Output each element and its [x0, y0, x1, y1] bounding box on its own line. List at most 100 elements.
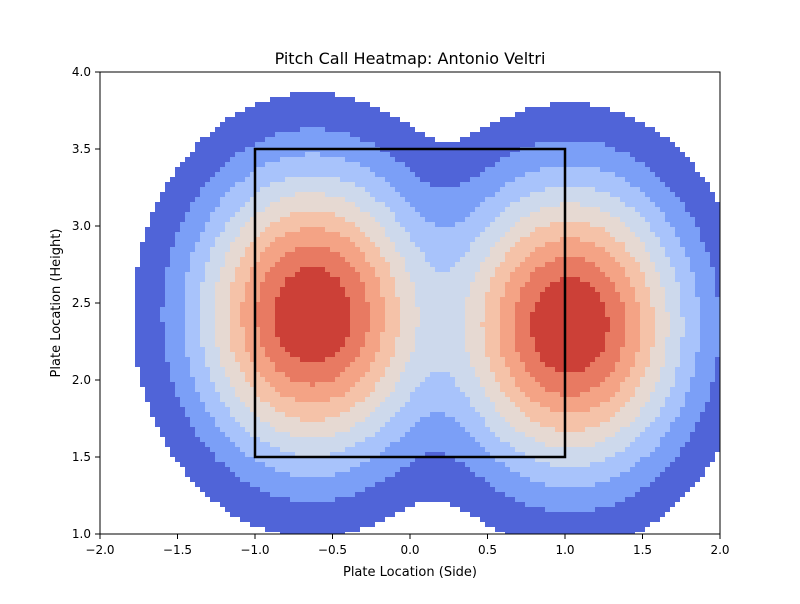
heatmap-cell — [200, 247, 206, 253]
heatmap-cell — [680, 77, 686, 83]
heatmap-cell — [460, 97, 466, 103]
heatmap-cell — [525, 137, 531, 143]
heatmap-cell — [595, 77, 601, 83]
heatmap-cell — [545, 117, 551, 123]
heatmap-cell — [610, 207, 616, 213]
heatmap-cell — [670, 202, 676, 208]
heatmap-cell — [110, 177, 116, 183]
heatmap-cell — [385, 227, 391, 233]
heatmap-cell — [700, 117, 706, 123]
heatmap-cell — [455, 232, 461, 238]
heatmap-cell — [210, 122, 216, 128]
heatmap-cell — [525, 117, 531, 123]
heatmap-cell — [100, 132, 106, 138]
heatmap-cell — [595, 92, 601, 98]
heatmap-cell — [255, 197, 261, 203]
heatmap-cell — [205, 152, 211, 158]
heatmap-cell — [400, 267, 406, 273]
heatmap-cell — [690, 162, 696, 168]
heatmap-cell — [355, 202, 361, 208]
heatmap-cell — [455, 157, 461, 163]
heatmap-cell — [260, 237, 266, 243]
heatmap-cell — [660, 212, 666, 218]
heatmap-cell — [305, 157, 311, 163]
heatmap-cell — [110, 127, 116, 133]
heatmap-cell — [585, 242, 591, 248]
heatmap-cell — [225, 82, 231, 88]
heatmap-cell — [105, 152, 111, 158]
heatmap-cell — [530, 172, 536, 178]
heatmap-cell — [350, 222, 356, 228]
heatmap-cell — [185, 82, 191, 88]
heatmap-cell — [610, 262, 616, 268]
heatmap-cell — [350, 207, 356, 213]
heatmap-cell — [380, 167, 386, 173]
heatmap-cell — [580, 232, 586, 238]
heatmap-cell — [535, 112, 541, 118]
heatmap-cell — [630, 142, 636, 148]
heatmap-cell — [635, 82, 641, 88]
heatmap-cell — [235, 252, 241, 258]
heatmap-cell — [585, 217, 591, 223]
heatmap-cell — [700, 262, 706, 268]
heatmap-cell — [320, 267, 326, 273]
heatmap-cell — [500, 257, 506, 263]
heatmap-cell — [370, 132, 376, 138]
heatmap-cell — [540, 192, 546, 198]
heatmap-cell — [255, 137, 261, 143]
heatmap-cell — [220, 97, 226, 103]
heatmap-cell — [625, 132, 631, 138]
heatmap-cell — [475, 227, 481, 233]
heatmap-cell — [315, 82, 321, 88]
heatmap-cell — [580, 87, 586, 93]
heatmap-cell — [590, 267, 596, 273]
heatmap-cell — [285, 117, 291, 123]
heatmap-cell — [120, 262, 126, 268]
heatmap-cell — [150, 107, 156, 113]
heatmap-cell — [125, 72, 131, 78]
heatmap-cell — [460, 192, 466, 198]
heatmap-cell — [610, 157, 616, 163]
heatmap-cell — [540, 252, 546, 258]
heatmap-cell — [120, 122, 126, 128]
heatmap-cell — [185, 157, 191, 163]
heatmap-cell — [400, 72, 406, 78]
heatmap-cell — [270, 182, 276, 188]
heatmap-cell — [640, 87, 646, 93]
heatmap-cell — [620, 177, 626, 183]
heatmap-cell — [165, 127, 171, 133]
heatmap-cell — [120, 192, 126, 198]
heatmap-cell — [500, 112, 506, 118]
heatmap-cell — [340, 77, 346, 83]
heatmap-cell — [690, 232, 696, 238]
heatmap-cell — [320, 82, 326, 88]
heatmap-cell — [215, 147, 221, 153]
heatmap-cell — [120, 207, 126, 213]
heatmap-cell — [295, 207, 301, 213]
heatmap-cell — [610, 77, 616, 83]
heatmap-cell — [340, 217, 346, 223]
heatmap-cell — [280, 107, 286, 113]
heatmap-cell — [470, 207, 476, 213]
heatmap-cell — [585, 127, 591, 133]
heatmap-cell — [530, 267, 536, 273]
heatmap-cell — [475, 232, 481, 238]
heatmap-cell — [330, 192, 336, 198]
heatmap-cell — [380, 97, 386, 103]
heatmap-cell — [140, 97, 146, 103]
heatmap-cell — [645, 187, 651, 193]
heatmap-cell — [205, 272, 211, 278]
heatmap-cell — [265, 127, 271, 133]
heatmap-cell — [435, 207, 441, 213]
heatmap-cell — [485, 102, 491, 108]
heatmap-cell — [455, 87, 461, 93]
heatmap-cell — [240, 212, 246, 218]
heatmap-cell — [535, 157, 541, 163]
heatmap-cell — [460, 72, 466, 78]
heatmap-cell — [225, 227, 231, 233]
heatmap-cell — [200, 112, 206, 118]
heatmap-cell — [560, 172, 566, 178]
heatmap-cell — [115, 117, 121, 123]
heatmap-cell — [620, 127, 626, 133]
heatmap-cell — [650, 152, 656, 158]
